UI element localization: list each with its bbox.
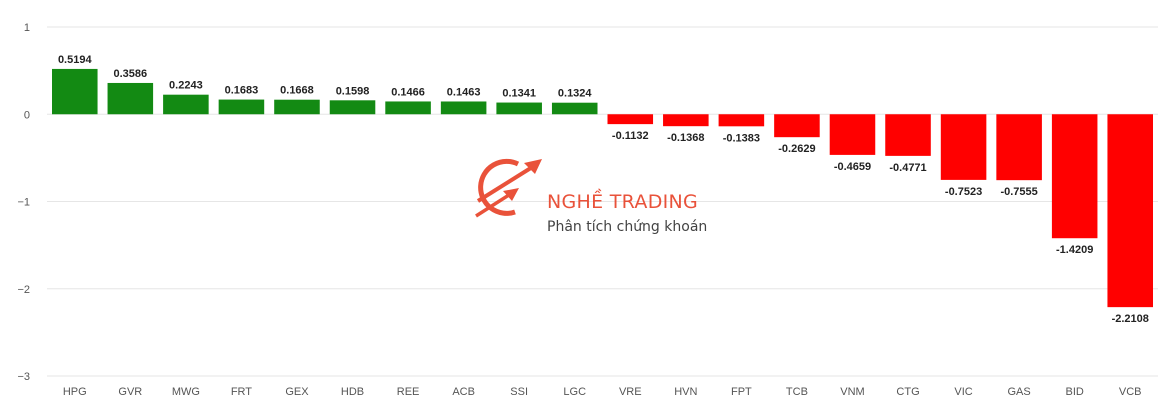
x-tick-label: VNM xyxy=(840,386,864,398)
x-tick-label: VIC xyxy=(954,386,972,398)
bar xyxy=(551,102,598,115)
bar xyxy=(218,99,265,115)
data-label: 0.5194 xyxy=(58,54,93,66)
bar xyxy=(385,101,431,115)
data-label: -0.1368 xyxy=(667,132,704,144)
x-tick-label: HVN xyxy=(674,386,697,398)
bar xyxy=(607,114,654,125)
x-tick-label: TCB xyxy=(786,386,808,398)
x-tick-label: ACB xyxy=(452,386,475,398)
bar xyxy=(274,99,320,115)
x-tick-label: VCB xyxy=(1119,386,1142,398)
bar xyxy=(1051,114,1098,239)
bar xyxy=(1107,114,1154,308)
bar xyxy=(885,114,931,156)
data-label: -0.1383 xyxy=(723,132,760,144)
watermark-subtitle: Phân tích chứng khoán xyxy=(547,219,707,235)
data-label: -0.4771 xyxy=(889,162,926,174)
data-label: 0.1341 xyxy=(502,88,536,100)
data-label: -0.1132 xyxy=(612,130,649,142)
data-label: -0.4659 xyxy=(834,161,871,173)
bar xyxy=(51,68,98,115)
bar xyxy=(663,114,709,127)
x-tick-label: FPT xyxy=(731,386,752,398)
data-label: 0.3586 xyxy=(113,68,147,80)
x-tick-label: VRE xyxy=(619,386,642,398)
data-label: 0.1668 xyxy=(280,85,314,97)
data-label: -0.7555 xyxy=(1000,186,1037,198)
data-label: -1.4209 xyxy=(1056,244,1093,256)
x-axis-categories: HPG GVR MWG FRT GEX HDB REE ACB SSI LGC VRE HVN FPT T… xyxy=(63,386,1142,398)
watermark-title: NGHỀ TRADING xyxy=(547,188,698,213)
x-tick-label: FRT xyxy=(231,386,252,398)
watermark-logo: NGHỀ TRADING Phân tích chứng khoán xyxy=(475,158,707,235)
bars xyxy=(51,68,1154,308)
y-tick-label: −2 xyxy=(17,284,30,296)
x-tick-label: GVR xyxy=(118,386,142,398)
data-label: 0.1598 xyxy=(336,85,370,97)
y-tick-label: −3 xyxy=(17,371,30,383)
data-label: -2.2108 xyxy=(1112,313,1149,325)
x-tick-label: HDB xyxy=(341,386,364,398)
x-tick-label: GEX xyxy=(285,386,309,398)
data-label: 0.1466 xyxy=(391,86,425,98)
y-tick-label: 1 xyxy=(24,22,30,34)
data-label: 0.1463 xyxy=(447,86,481,98)
data-label: 0.1324 xyxy=(558,88,593,100)
y-axis-ticks: 1 0 −1 −2 −3 xyxy=(17,22,30,383)
bar xyxy=(107,82,154,115)
data-labels: 0.5194 0.3586 0.2243 0.1683 0.1668 0.1598 0.14… xyxy=(58,54,1149,325)
data-label: -0.2629 xyxy=(778,143,815,155)
x-tick-label: SSI xyxy=(510,386,528,398)
data-label: 0.1683 xyxy=(225,85,259,97)
x-tick-label: LGC xyxy=(563,386,586,398)
trend-arrows-icon xyxy=(475,158,542,218)
y-tick-label: −1 xyxy=(17,197,30,209)
bar xyxy=(996,114,1042,181)
x-tick-label: BID xyxy=(1066,386,1084,398)
data-label: -0.7523 xyxy=(945,186,982,198)
bar xyxy=(940,114,987,180)
x-tick-label: MWG xyxy=(172,386,200,398)
bar xyxy=(496,102,542,115)
bar xyxy=(329,100,376,115)
bar xyxy=(718,114,765,127)
data-label: 0.2243 xyxy=(169,80,203,92)
bar xyxy=(774,114,820,138)
x-tick-label: REE xyxy=(397,386,420,398)
x-tick-label: GAS xyxy=(1008,386,1031,398)
x-tick-label: HPG xyxy=(63,386,87,398)
bar xyxy=(163,94,209,115)
x-tick-label: CTG xyxy=(896,386,919,398)
bar xyxy=(440,101,487,115)
y-tick-label: 0 xyxy=(24,109,30,121)
bar xyxy=(829,114,876,155)
